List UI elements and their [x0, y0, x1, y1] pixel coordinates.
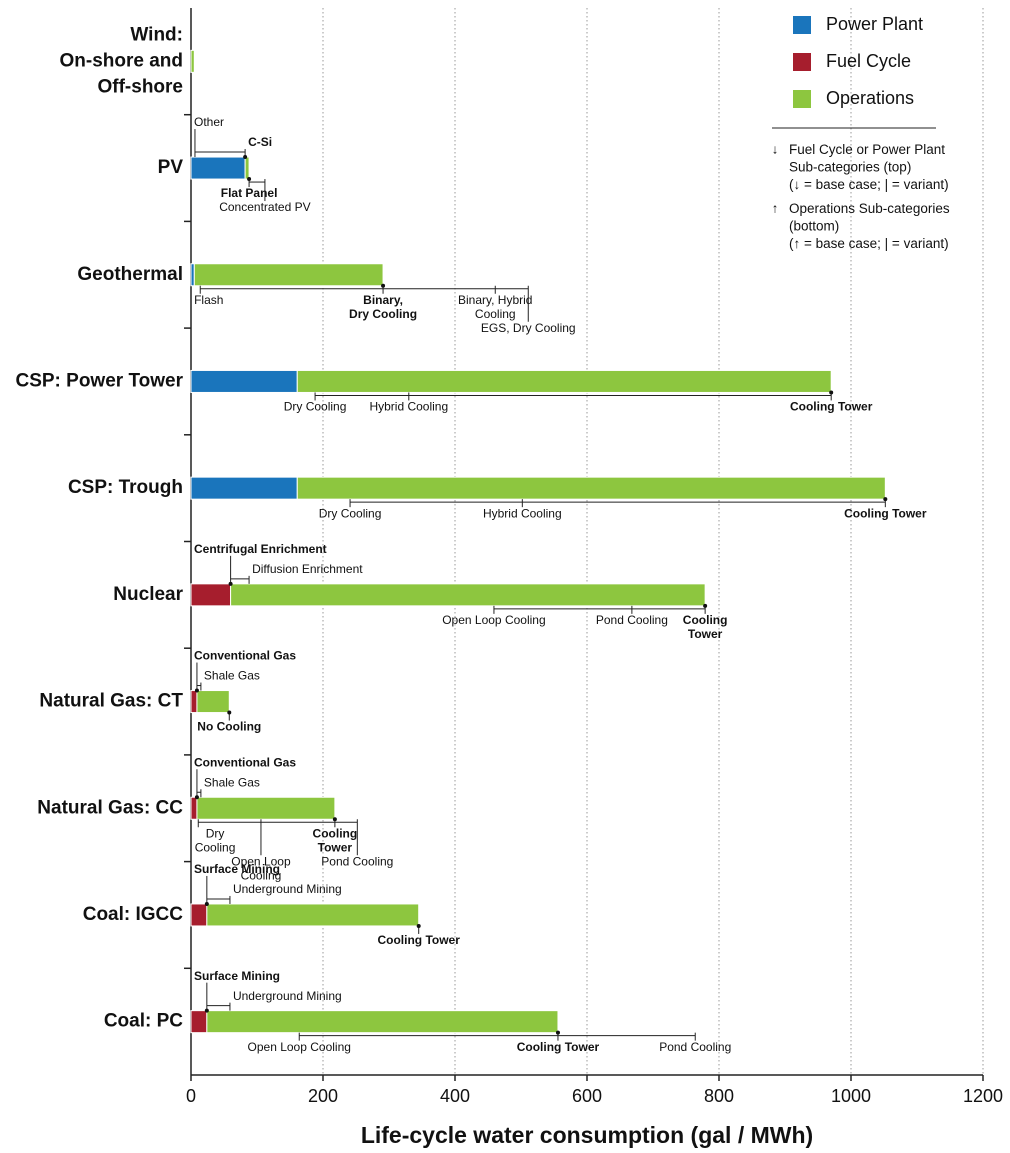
subcategory-label: Pond Cooling — [596, 613, 668, 627]
note-text: Fuel Cycle or Power Plant Sub-categories … — [789, 142, 949, 192]
base-case-dot — [555, 1030, 560, 1035]
bar-segment — [196, 690, 230, 714]
base-case-dot — [381, 283, 386, 288]
legend-swatch — [793, 90, 811, 108]
bar-segment — [190, 49, 195, 73]
subcategory-label: Dry Cooling — [284, 400, 347, 414]
category-label: Wind: On-shore and Off-shore — [59, 24, 183, 97]
x-tick-label: 600 — [572, 1086, 602, 1106]
subcategory-label: Concentrated PV — [219, 200, 310, 214]
subcategory-label: Binary, Hybrid Cooling — [458, 293, 532, 321]
subcategory-label: Diffusion Enrichment — [252, 562, 363, 576]
bar-segment — [196, 796, 336, 820]
category-label: CSP: Trough — [68, 477, 183, 498]
subcategory-label: Dry Cooling — [319, 506, 382, 520]
legend-label: Fuel Cycle — [826, 51, 911, 71]
subcategory-label: Open Loop Cooling — [231, 854, 291, 882]
base-case-dot — [228, 581, 233, 586]
category-label: Coal: IGCC — [83, 904, 184, 925]
subcategory-label: Cooling Tower — [313, 826, 358, 854]
subcategory-label: EGS, Dry Cooling — [481, 321, 576, 335]
base-case-dot — [416, 923, 421, 928]
bar-segment — [296, 369, 832, 393]
base-case-dot — [332, 817, 337, 822]
legend-label: Operations — [826, 88, 914, 108]
base-case-dot — [247, 177, 252, 182]
subcategory-label: Cooling Tower — [683, 613, 728, 641]
subcategory-label: Cooling Tower — [517, 1040, 600, 1054]
subcategory-label: No Cooling — [197, 720, 261, 734]
x-tick-label: 1000 — [831, 1086, 871, 1106]
bar-segment — [190, 369, 298, 393]
category-label: Natural Gas: CC — [37, 797, 183, 818]
bar-segment — [206, 903, 420, 927]
subcategory-label: Pond Cooling — [659, 1040, 731, 1054]
x-tick-label: 0 — [186, 1086, 196, 1106]
base-case-dot — [703, 603, 708, 608]
subcategory-label: Cooling Tower — [377, 933, 460, 947]
subcategory-label: Surface Mining — [194, 969, 280, 983]
subcategory-label: Cooling Tower — [844, 506, 927, 520]
bar-segment — [190, 690, 198, 714]
subcategory-label: Hybrid Cooling — [369, 400, 448, 414]
subcategory-label: Surface Mining — [194, 862, 280, 876]
subcategory-label: Underground Mining — [233, 882, 342, 896]
bar-segment — [190, 476, 298, 500]
category-label: PV — [158, 157, 184, 178]
subcategory-label: Flat Panel — [221, 186, 278, 200]
x-tick-label: 400 — [440, 1086, 470, 1106]
legend-swatch — [793, 53, 811, 71]
bar-segment — [190, 156, 246, 180]
x-axis-label: Life-cycle water consumption (gal / MWh) — [361, 1122, 813, 1148]
category-label: Geothermal — [77, 264, 183, 285]
bar-segment — [230, 583, 706, 607]
category-label: CSP: Power Tower — [15, 370, 183, 391]
base-case-dot — [194, 795, 199, 800]
bar-segment — [190, 796, 198, 820]
note-symbol: ↓ — [772, 141, 779, 156]
category-label: Natural Gas: CT — [39, 691, 183, 712]
subcategory-label: Hybrid Cooling — [483, 506, 562, 520]
legend-label: Power Plant — [826, 14, 923, 34]
subcategory-label: Shale Gas — [204, 669, 260, 683]
x-tick-label: 800 — [704, 1086, 734, 1106]
subcategory-label: Conventional Gas — [194, 649, 296, 663]
base-case-dot — [227, 710, 232, 715]
subcategory-label: Dry Cooling — [195, 826, 236, 854]
base-case-dot — [883, 497, 888, 502]
bar-segment — [190, 583, 232, 607]
base-case-dot — [194, 688, 199, 693]
bar-segment — [296, 476, 886, 500]
subcategory-label: Open Loop Cooling — [442, 613, 545, 627]
subcategory-label: Open Loop Cooling — [248, 1040, 351, 1054]
subcategory-label: Other — [194, 115, 224, 129]
bar-segment — [206, 1010, 559, 1034]
legend-swatch — [793, 16, 811, 34]
subcategory-label: Binary, Dry Cooling — [349, 293, 417, 321]
subcategory-label: Pond Cooling — [321, 854, 393, 868]
subcategory-label: Shale Gas — [204, 775, 260, 789]
subcategory-label: Centrifugal Enrichment — [194, 542, 327, 556]
note-text: Operations Sub-categories (bottom) (↑ = ba… — [789, 201, 950, 251]
subcategory-label: Flash — [194, 293, 223, 307]
base-case-dot — [243, 155, 248, 160]
base-case-dot — [204, 901, 209, 906]
note-symbol: ↑ — [772, 200, 779, 215]
base-case-dot — [204, 1008, 209, 1013]
category-label: Nuclear — [113, 584, 183, 605]
subcategory-label: C-Si — [248, 135, 272, 149]
bar-segment — [190, 903, 208, 927]
subcategory-label: Cooling Tower — [790, 400, 873, 414]
category-label: Coal: PC — [104, 1011, 183, 1032]
base-case-dot — [829, 390, 834, 395]
x-tick-label: 1200 — [963, 1086, 1003, 1106]
bar-segment — [190, 1010, 208, 1034]
subcategory-label: Underground Mining — [233, 989, 342, 1003]
x-tick-label: 200 — [308, 1086, 338, 1106]
bar-segment — [193, 263, 384, 287]
subcategory-label: Conventional Gas — [194, 755, 296, 769]
bar-segment — [244, 156, 250, 180]
